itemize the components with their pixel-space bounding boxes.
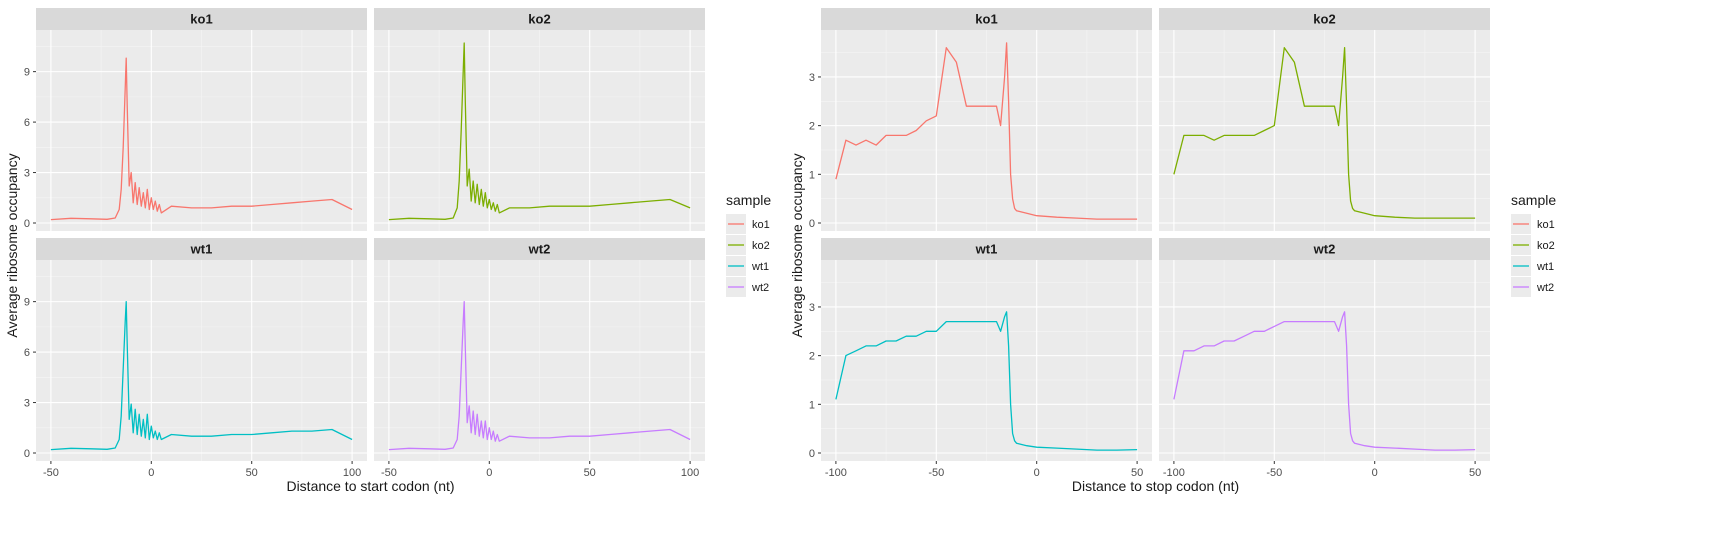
y-tick-label: 1 (809, 399, 815, 411)
x-axis-title: Distance to start codon (nt) (286, 478, 454, 494)
y-axis-title: Average ribosome occupancy (4, 153, 20, 337)
y-tick-label: 6 (24, 347, 30, 359)
facet-panel-ko1: ko1 0 1 2 3 (809, 8, 1152, 231)
chart-group-2: ko1 0 1 2 3 ko2 wt1 0 1 2 3 -100 -50 0 50 wt2 -100 -50 0 50… (789, 8, 1556, 494)
facet-panel-wt1: wt1 0 3 6 9 -50 0 50 100 (24, 238, 367, 479)
legend-label: wt2 (1536, 282, 1554, 294)
y-tick-label: 9 (24, 297, 30, 309)
y-tick-label: 2 (809, 121, 815, 133)
facet-strip-label: ko2 (528, 12, 550, 27)
facet-panel-wt2: wt2 -50 0 50 100 (374, 238, 705, 479)
y-tick-label: 6 (24, 117, 30, 129)
y-tick-label: 0 (809, 218, 815, 230)
facet-panel-ko1: ko1 0 3 6 9 (24, 8, 367, 231)
facet-strip (374, 238, 705, 260)
x-tick-label: 50 (1131, 467, 1143, 479)
facet-panel-ko2: ko2 (374, 8, 705, 231)
facet-strip-label: wt1 (975, 242, 998, 257)
facet-strip-label: ko2 (1313, 12, 1335, 27)
x-tick-label: 100 (681, 467, 699, 479)
legend-label: wt1 (751, 261, 769, 273)
x-axis-title: Distance to stop codon (nt) (1072, 478, 1239, 494)
legend-label: ko2 (752, 240, 770, 252)
y-tick-label: 2 (809, 351, 815, 363)
series-line-ko1 (50, 57, 353, 221)
series-line-wt2 (388, 300, 691, 451)
y-tick-label: 3 (24, 168, 30, 180)
legend-label: ko1 (1537, 219, 1555, 231)
y-tick-label: 3 (24, 398, 30, 410)
y-tick-label: 0 (24, 218, 30, 230)
facet-strip-label: ko1 (190, 12, 212, 27)
y-tick-label: 1 (809, 169, 815, 181)
series-line-wt1 (835, 311, 1138, 451)
x-tick-label: 0 (1372, 467, 1378, 479)
y-tick-label: 3 (809, 72, 815, 84)
x-tick-label: 0 (148, 467, 154, 479)
legend-title: sample (1511, 192, 1556, 208)
legend-title: sample (726, 192, 771, 208)
series-line-wt2 (1173, 311, 1476, 451)
series-line-ko2 (1173, 47, 1476, 219)
facet-panel-ko2: ko2 (1159, 8, 1490, 231)
x-tick-label: 50 (1469, 467, 1481, 479)
facet-panel-wt2: wt2 -100 -50 0 50 (1159, 238, 1490, 479)
facet-strip (374, 8, 705, 30)
y-axis-title: Average ribosome occupancy (789, 153, 805, 337)
y-tick-label: 3 (809, 302, 815, 314)
facet-strip (821, 8, 1152, 30)
facet-strip (36, 238, 367, 260)
facet-strip (36, 8, 367, 30)
x-tick-label: -50 (1266, 467, 1282, 479)
facet-strip-label: ko1 (975, 12, 997, 27)
x-tick-label: 50 (246, 467, 258, 479)
x-tick-label: -50 (928, 467, 944, 479)
legend: sample ko1 ko2 wt1 wt2 (726, 192, 771, 297)
x-tick-label: -100 (825, 467, 847, 479)
facet-panel-wt1: wt1 0 1 2 3 -100 -50 0 50 (809, 238, 1152, 479)
y-tick-label: 0 (809, 448, 815, 460)
facet-strip (821, 238, 1152, 260)
series-line-ko2 (388, 42, 691, 221)
y-tick-label: 0 (24, 448, 30, 460)
x-tick-label: 50 (584, 467, 596, 479)
legend-label: wt1 (1536, 261, 1554, 273)
x-tick-label: 100 (343, 467, 361, 479)
x-tick-label: -50 (381, 467, 397, 479)
x-tick-label: 0 (486, 467, 492, 479)
legend-label: wt2 (751, 282, 769, 294)
legend-label: ko2 (1537, 240, 1555, 252)
facet-strip-label: wt1 (190, 242, 213, 257)
facet-strip (1159, 8, 1490, 30)
legend: sample ko1 ko2 wt1 wt2 (1511, 192, 1556, 297)
x-tick-label: 0 (1034, 467, 1040, 479)
y-tick-label: 9 (24, 67, 30, 79)
series-line-wt1 (50, 300, 353, 451)
facet-strip-label: wt2 (1313, 242, 1336, 257)
series-line-ko1 (835, 42, 1138, 220)
legend-label: ko1 (752, 219, 770, 231)
facet-strip-label: wt2 (528, 242, 551, 257)
x-tick-label: -100 (1163, 467, 1185, 479)
facet-strip (1159, 238, 1490, 260)
x-tick-label: -50 (43, 467, 59, 479)
